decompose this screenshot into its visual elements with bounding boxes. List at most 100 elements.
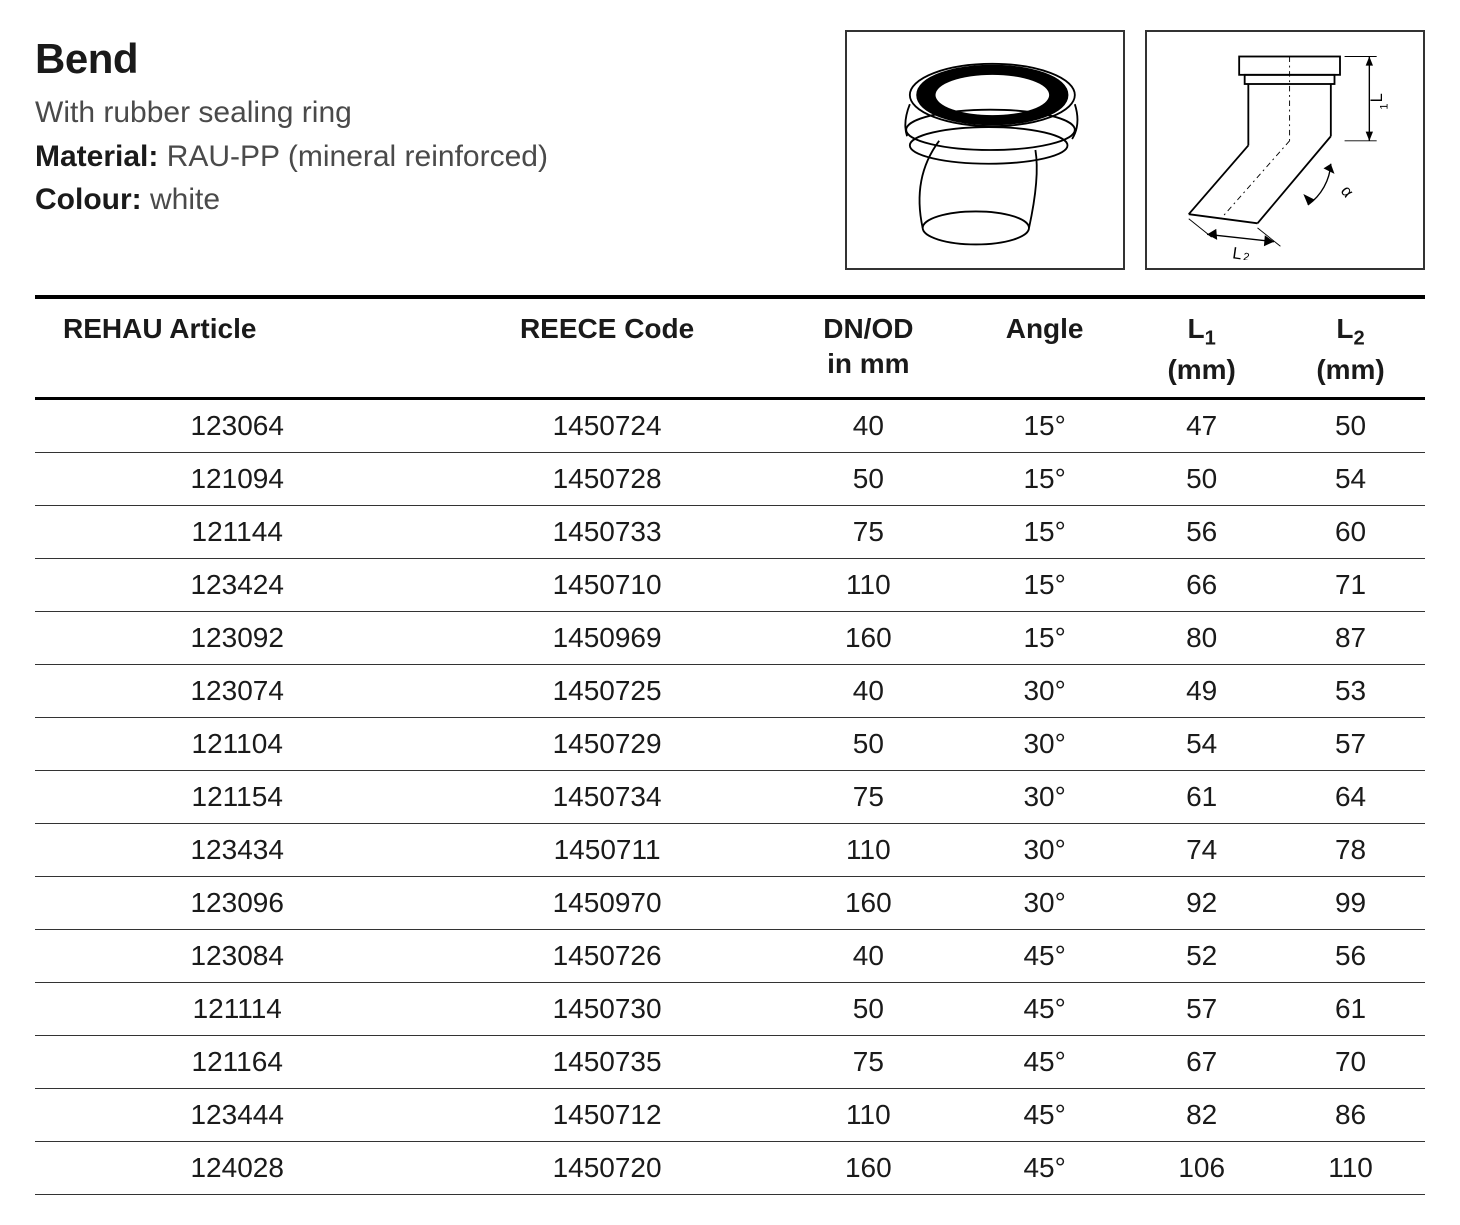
product-title: Bend (35, 35, 845, 83)
table-row: 123096145097016030°9299 (35, 876, 1425, 929)
subtitle-line1: With rubber sealing ring (35, 96, 352, 129)
table-row: 12116414507357545°6770 (35, 1035, 1425, 1088)
table-cell: 30° (962, 876, 1127, 929)
table-cell: 50 (775, 452, 962, 505)
table-row: 12115414507347530°6164 (35, 770, 1425, 823)
table-cell: 160 (775, 1141, 962, 1194)
dim-l2-label: L (1231, 244, 1243, 260)
col-header-reece: REECE Code (439, 297, 774, 398)
table-cell: 50 (1127, 452, 1276, 505)
col-header-rehau: REHAU Article (35, 297, 439, 398)
spec-table: REHAU ArticleREECE CodeDN/ODin mmAngleL1… (35, 295, 1425, 1195)
table-cell: 30° (962, 717, 1127, 770)
table-cell: 121114 (35, 982, 439, 1035)
table-cell: 50 (775, 982, 962, 1035)
table-row: 123444145071211045°8286 (35, 1088, 1425, 1141)
col-header-l1: L1(mm) (1127, 297, 1276, 398)
table-cell: 66 (1127, 558, 1276, 611)
diagram-container: L 1 α L 2 (845, 30, 1425, 270)
table-cell: 1450712 (439, 1088, 774, 1141)
table-cell: 82 (1127, 1088, 1276, 1141)
table-cell: 15° (962, 505, 1127, 558)
table-cell: 1450730 (439, 982, 774, 1035)
table-cell: 49 (1127, 664, 1276, 717)
table-body: 12306414507244015°475012109414507285015°… (35, 398, 1425, 1194)
table-row: 123424145071011015°6671 (35, 558, 1425, 611)
table-cell: 75 (775, 1035, 962, 1088)
diagram-perspective (845, 30, 1125, 270)
table-cell: 1450735 (439, 1035, 774, 1088)
table-cell: 1450710 (439, 558, 774, 611)
header-text: Bend With rubber sealing ring Material: … (35, 30, 845, 222)
table-cell: 50 (1276, 398, 1425, 452)
table-cell: 75 (775, 505, 962, 558)
material-value: RAU-PP (mineral reinforced) (167, 140, 548, 173)
table-cell: 123084 (35, 929, 439, 982)
table-cell: 45° (962, 1141, 1127, 1194)
table-cell: 121144 (35, 505, 439, 558)
table-cell: 40 (775, 398, 962, 452)
table-cell: 1450720 (439, 1141, 774, 1194)
table-cell: 40 (775, 664, 962, 717)
table-cell: 61 (1276, 982, 1425, 1035)
table-cell: 123444 (35, 1088, 439, 1141)
table-cell: 110 (775, 823, 962, 876)
table-cell: 53 (1276, 664, 1425, 717)
table-cell: 30° (962, 664, 1127, 717)
table-cell: 61 (1127, 770, 1276, 823)
material-label: Material: (35, 140, 158, 173)
table-cell: 57 (1276, 717, 1425, 770)
table-cell: 110 (775, 558, 962, 611)
table-cell: 1450711 (439, 823, 774, 876)
table-cell: 1450726 (439, 929, 774, 982)
table-cell: 45° (962, 1088, 1127, 1141)
table-row: 12109414507285015°5054 (35, 452, 1425, 505)
table-cell: 15° (962, 398, 1127, 452)
table-cell: 160 (775, 611, 962, 664)
table-cell: 87 (1276, 611, 1425, 664)
table-cell: 123434 (35, 823, 439, 876)
table-cell: 1450725 (439, 664, 774, 717)
table-cell: 60 (1276, 505, 1425, 558)
table-cell: 45° (962, 1035, 1127, 1088)
table-cell: 47 (1127, 398, 1276, 452)
table-row: 12306414507244015°4750 (35, 398, 1425, 452)
table-cell: 1450728 (439, 452, 774, 505)
table-cell: 75 (775, 770, 962, 823)
table-cell: 30° (962, 770, 1127, 823)
table-cell: 74 (1127, 823, 1276, 876)
table-cell: 121104 (35, 717, 439, 770)
table-cell: 99 (1276, 876, 1425, 929)
table-header: REHAU ArticleREECE CodeDN/ODin mmAngleL1… (35, 297, 1425, 398)
table-cell: 71 (1276, 558, 1425, 611)
table-cell: 1450969 (439, 611, 774, 664)
table-cell: 64 (1276, 770, 1425, 823)
table-cell: 92 (1127, 876, 1276, 929)
table-cell: 15° (962, 611, 1127, 664)
col-header-angle: Angle (962, 297, 1127, 398)
table-cell: 160 (775, 876, 962, 929)
product-subtitle: With rubber sealing ring Material: RAU-P… (35, 91, 845, 222)
table-cell: 78 (1276, 823, 1425, 876)
diagram-dimensions: L 1 α L 2 (1145, 30, 1425, 270)
table-row: 12111414507305045°5761 (35, 982, 1425, 1035)
svg-text:1: 1 (1379, 104, 1391, 110)
colour-value: white (150, 183, 220, 216)
colour-label: Colour: (35, 183, 142, 216)
table-row: 12308414507264045°5256 (35, 929, 1425, 982)
table-cell: 80 (1127, 611, 1276, 664)
table-row: 124028145072016045°106110 (35, 1141, 1425, 1194)
table-row: 12110414507295030°5457 (35, 717, 1425, 770)
table-cell: 86 (1276, 1088, 1425, 1141)
table-row: 123092145096916015°8087 (35, 611, 1425, 664)
table-cell: 106 (1127, 1141, 1276, 1194)
table-cell: 54 (1276, 452, 1425, 505)
table-cell: 56 (1276, 929, 1425, 982)
table-cell: 124028 (35, 1141, 439, 1194)
table-cell: 52 (1127, 929, 1276, 982)
table-cell: 45° (962, 929, 1127, 982)
dim-alpha-label: α (1337, 182, 1357, 201)
table-row: 123434145071111030°7478 (35, 823, 1425, 876)
table-cell: 40 (775, 929, 962, 982)
table-cell: 70 (1276, 1035, 1425, 1088)
